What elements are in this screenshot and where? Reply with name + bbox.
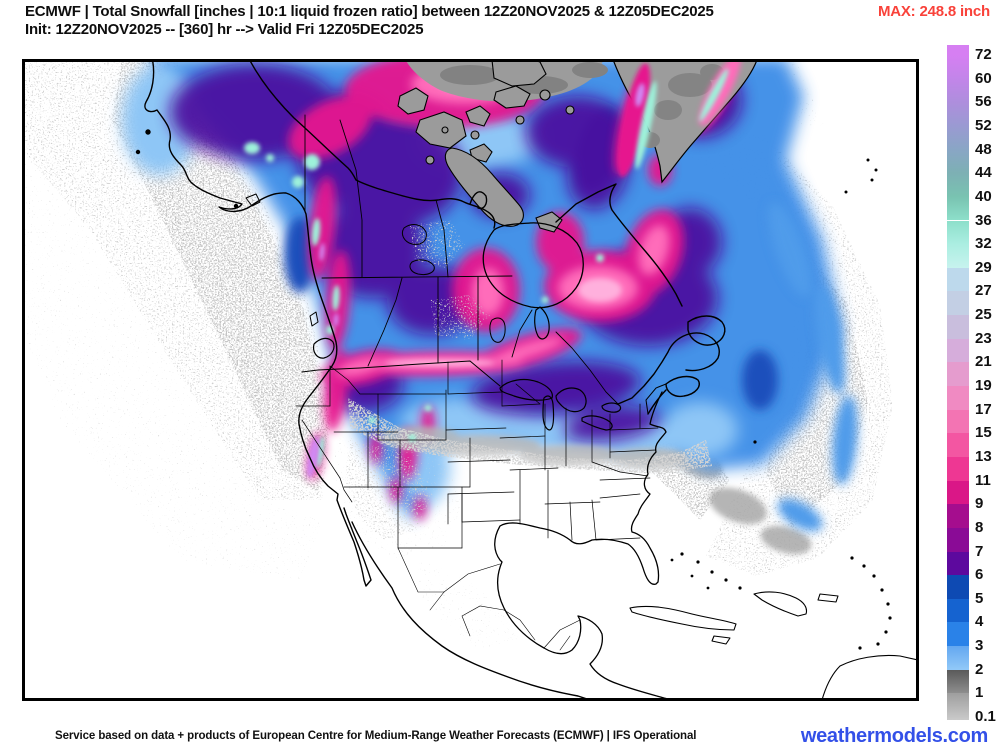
colorbar-tick-label: 19 xyxy=(975,377,992,394)
colorbar-tick-label: 48 xyxy=(975,140,992,158)
colorbar-cell xyxy=(947,527,969,552)
colorbar-tick-label: 13 xyxy=(975,447,992,465)
colorbar-tick-label: 7 xyxy=(975,542,984,560)
colorbar-tick-label: 56 xyxy=(975,93,992,111)
arctic-ice-and-islands xyxy=(397,60,758,233)
colorbar-cell xyxy=(947,693,969,720)
colorbar-cell xyxy=(947,480,969,505)
colorbar-tick-label: 21 xyxy=(975,353,992,371)
colorbar-cell xyxy=(947,315,969,339)
colorbar-tick-label: 15 xyxy=(975,424,992,442)
colorbar-cell xyxy=(947,55,969,79)
colorbar-tick-label: 29 xyxy=(975,258,992,276)
colorbar-cell xyxy=(947,244,969,268)
colorbar-cell xyxy=(947,386,969,410)
colorbar-cell xyxy=(947,433,969,457)
us-gray-transition-band xyxy=(332,220,712,650)
colorbar-cell xyxy=(947,504,969,528)
map-frame xyxy=(22,59,919,701)
colorbar-cell xyxy=(947,669,969,694)
colorbar-tick-label: 9 xyxy=(975,495,984,513)
colorbar-tick-label: 52 xyxy=(975,116,992,134)
colorbar-tick-label: 36 xyxy=(975,211,992,229)
colorbar: 72 60 56 52 48 44 40 36 32 29 27 25 23 21 19 17 15 13 11 9 8… xyxy=(947,0,1000,750)
us-canada-border xyxy=(301,360,667,415)
political-borders xyxy=(295,114,667,651)
colorbar-tick-label: 1 xyxy=(975,684,984,702)
colorbar-cell xyxy=(947,646,969,670)
colorbar-cell xyxy=(947,598,969,623)
colorbar-cell xyxy=(947,45,969,55)
colorbar-tick-label: 27 xyxy=(975,282,992,300)
colorbar-cell xyxy=(947,78,969,103)
colorbar-tick-label: 3 xyxy=(975,637,984,655)
weathermodels-brand-link[interactable]: weathermodels.com xyxy=(800,725,988,747)
colorbar-tick-label: 11 xyxy=(975,471,991,489)
map-title: ECMWF | Total Snowfall [inches | 10:1 li… xyxy=(25,3,714,20)
greenland-coastal-snow-streaks xyxy=(617,60,741,177)
colorbar-tick-label: 2 xyxy=(975,660,984,678)
colorbar-cell xyxy=(947,622,969,647)
colorbar-cell xyxy=(947,220,969,245)
colorbar-tick-label: 44 xyxy=(975,164,992,182)
colorbar-cell xyxy=(947,173,969,197)
colorbar-tick-label: 4 xyxy=(975,613,984,631)
colorbar-cell xyxy=(947,196,969,221)
colorbar-cell xyxy=(947,102,969,126)
colorbar-cell xyxy=(947,362,969,386)
max-value-label: MAX: 248.8 inch xyxy=(877,3,990,20)
colorbar-tick-label: 60 xyxy=(975,69,992,87)
colorbar-cell xyxy=(947,267,969,292)
colorbar-cell xyxy=(947,551,969,576)
colorbar-tick-label: 72 xyxy=(975,46,992,63)
province-borders xyxy=(304,114,619,405)
colorbar-cell xyxy=(947,575,969,599)
colorbar-cell xyxy=(947,291,969,316)
small-islands xyxy=(670,158,892,650)
colorbar-tick-label: 0.1 xyxy=(975,708,996,725)
colorbar-tick-label: 23 xyxy=(975,329,992,347)
init-valid-subtitle: Init: 12Z20NOV2025 -- [360] hr --> Valid… xyxy=(25,21,424,38)
colorbar-tick-label: 17 xyxy=(975,400,992,418)
colorbar-tick-label: 40 xyxy=(975,187,992,205)
mexico-state-borders xyxy=(397,547,581,651)
colorbar-tick-label: 32 xyxy=(975,235,992,253)
colorbar-tick-label: 25 xyxy=(975,306,992,324)
colorbar-tick-label: 5 xyxy=(975,589,984,607)
attribution-text: Service based on data + products of Euro… xyxy=(55,730,697,742)
colorbar-tick-label: 6 xyxy=(975,566,984,584)
colorbar-tick-label: 8 xyxy=(975,518,984,536)
colorbar-cell xyxy=(947,409,969,434)
coastlines xyxy=(135,60,917,699)
colorbar-cell xyxy=(947,456,969,481)
colorbar-cell xyxy=(947,125,969,150)
colorbar-cell xyxy=(947,338,969,363)
us-state-borders xyxy=(295,359,659,549)
colorbar-cell xyxy=(947,149,969,174)
